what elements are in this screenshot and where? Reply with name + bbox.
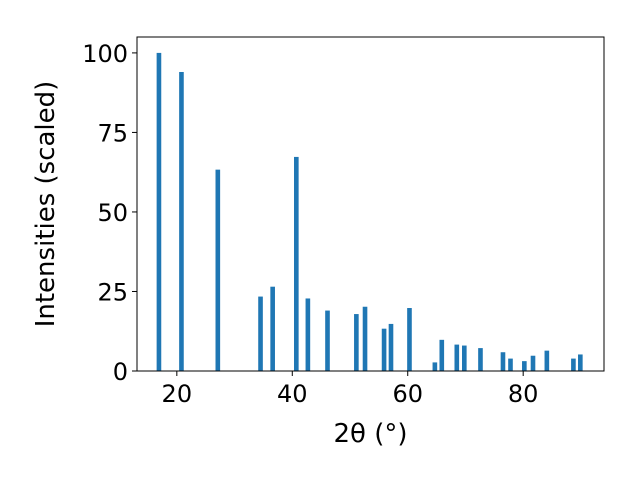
x-tick-label: 60 bbox=[392, 380, 423, 408]
x-axis-label: 2θ (°) bbox=[333, 419, 407, 449]
x-tick-label: 80 bbox=[508, 380, 539, 408]
bar bbox=[354, 314, 359, 371]
bar bbox=[530, 355, 536, 371]
bar bbox=[439, 339, 445, 371]
y-tick-label: 0 bbox=[113, 358, 128, 386]
bar bbox=[407, 308, 412, 371]
bar bbox=[462, 345, 467, 371]
bar bbox=[388, 323, 394, 371]
bar bbox=[258, 296, 263, 371]
bar bbox=[544, 350, 550, 371]
bar bbox=[362, 306, 368, 371]
x-tick-label: 20 bbox=[162, 380, 193, 408]
y-axis-ticks: 0 25 50 75 100 bbox=[82, 40, 137, 386]
bar bbox=[179, 71, 184, 372]
y-tick-label: 75 bbox=[97, 119, 128, 147]
bar bbox=[294, 156, 299, 371]
x-tick-label: 40 bbox=[277, 380, 308, 408]
plot-frame bbox=[136, 36, 605, 372]
bar bbox=[454, 344, 460, 371]
bar bbox=[381, 328, 387, 371]
bars-group bbox=[156, 52, 583, 372]
y-tick-label: 100 bbox=[82, 40, 128, 68]
bar bbox=[215, 169, 221, 371]
bar bbox=[500, 352, 506, 371]
plot-area bbox=[137, 37, 604, 371]
y-tick-label: 25 bbox=[97, 278, 128, 306]
bar bbox=[325, 310, 330, 371]
bar bbox=[156, 52, 162, 372]
bar bbox=[305, 298, 311, 371]
bar bbox=[432, 362, 438, 371]
y-tick-label: 50 bbox=[97, 199, 128, 227]
x-axis-ticks: 20 40 60 80 bbox=[162, 371, 539, 408]
bar bbox=[522, 361, 527, 371]
bar bbox=[508, 358, 513, 371]
bar bbox=[478, 348, 483, 371]
bar bbox=[571, 358, 576, 371]
y-axis-label: Intensities (scaled) bbox=[31, 81, 61, 328]
bar bbox=[578, 354, 583, 371]
bar bbox=[270, 286, 275, 371]
